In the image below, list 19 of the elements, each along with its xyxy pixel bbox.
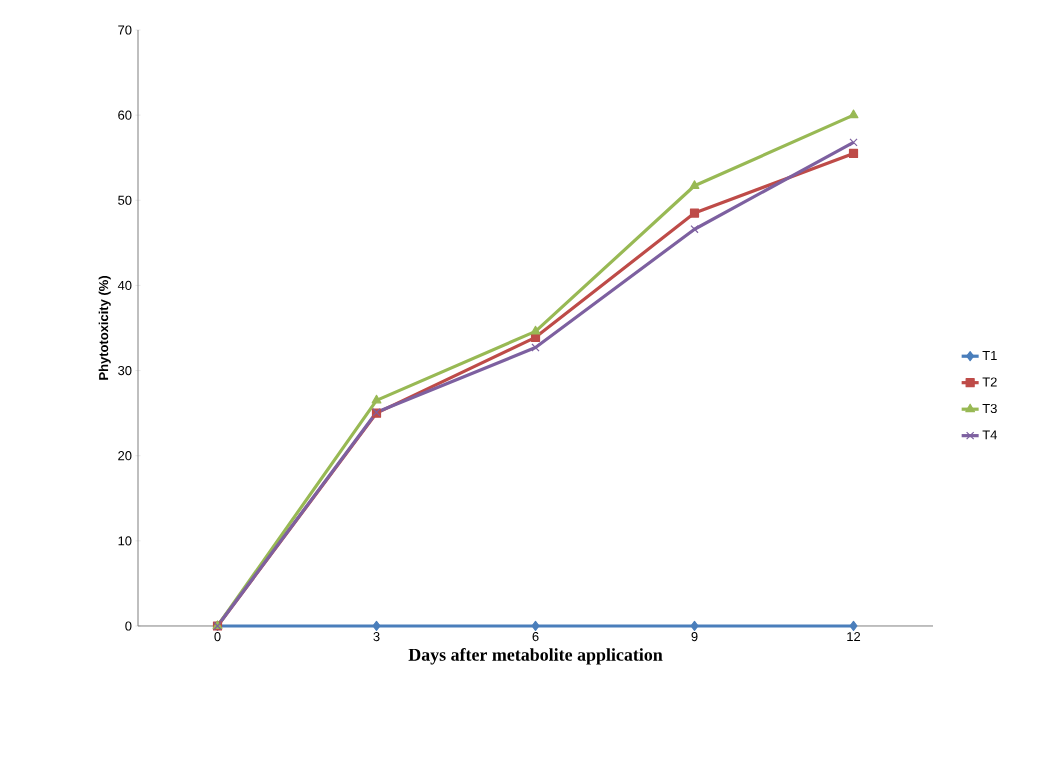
x-tick-label: 9 xyxy=(691,632,698,642)
y-tick-label: 70 xyxy=(118,25,132,35)
legend-label: T4 xyxy=(982,430,997,440)
y-tick-label: 60 xyxy=(118,110,132,120)
x-tick-label: 6 xyxy=(532,632,539,642)
y-tick-label: 40 xyxy=(117,280,132,290)
x-tick-label: 12 xyxy=(847,632,861,642)
legend-label: T2 xyxy=(982,377,997,387)
y-tick-label: 50 xyxy=(118,195,132,205)
y-tick-label: 0 xyxy=(125,621,132,631)
y-axis-title: Phytotoxicity (%) xyxy=(98,276,111,380)
x-axis-title: Days after metabolite application xyxy=(408,648,663,665)
y-tick-label: 10 xyxy=(118,536,132,546)
y-tick-label: 30 xyxy=(118,365,132,376)
legend-label: T1 xyxy=(982,351,997,360)
x-tick-label: 3 xyxy=(373,632,380,642)
x-tick-label: 0 xyxy=(214,632,221,642)
y-tick-label: 20 xyxy=(118,451,132,461)
legend-label: T3 xyxy=(982,403,997,414)
